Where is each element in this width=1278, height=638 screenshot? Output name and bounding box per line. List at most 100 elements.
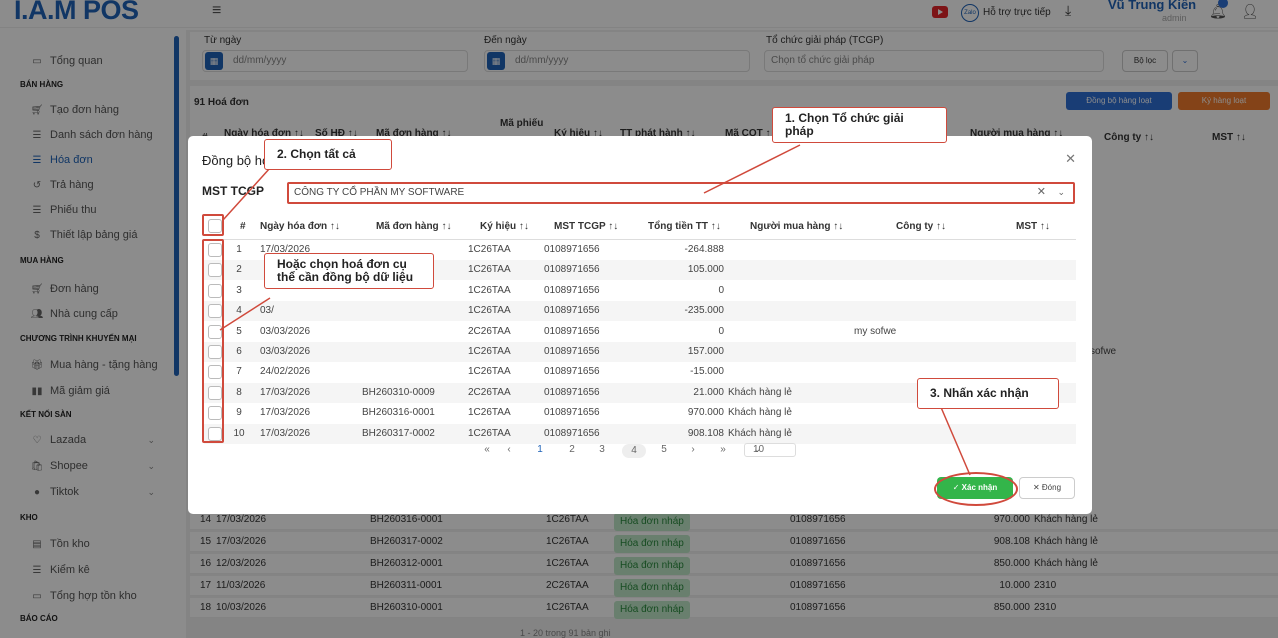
youtube-icon[interactable] — [932, 6, 948, 18]
row-checkbox[interactable] — [208, 385, 222, 400]
table-row[interactable]: 15 17/03/2026 BH260317-0002 1C26TAA Hóa đơn … — [190, 532, 1278, 553]
table-row[interactable]: 3 1C26TAA 0108971656 0 — [204, 281, 1076, 301]
clear-icon[interactable]: ✕ — [1036, 186, 1046, 198]
sidebar-section-stock: KHO — [20, 513, 38, 522]
bg-header[interactable]: Công ty ↑↓ — [1104, 132, 1154, 143]
header-mst[interactable]: MST ↑↓ — [1016, 221, 1050, 232]
bg-header[interactable]: TT phát hành ↑↓ — [620, 128, 696, 139]
bg-header[interactable]: Mã đơn hàng ↑↓ — [376, 128, 452, 139]
table-row[interactable]: 16 12/03/2026 BH260312-0001 1C26TAA Hóa đơn … — [190, 554, 1278, 575]
pager-first[interactable]: « — [484, 444, 490, 455]
select-all-checkbox[interactable] — [208, 219, 222, 233]
sidebar-item-receipts[interactable]: ☰ Phiếu thu — [30, 201, 175, 219]
bg-header[interactable]: Mã CQT ↑↓ — [725, 128, 776, 139]
calendar-icon[interactable]: ▦ — [487, 52, 505, 70]
sidebar-item-stock-summary[interactable]: ▭ Tổng hợp tồn kho — [30, 587, 175, 605]
bg-header[interactable]: Mã phiếu — [500, 118, 544, 129]
sidebar-item-price-setup[interactable]: $ Thiết lập bảng giá — [30, 226, 175, 244]
chevron-down-icon[interactable]: ⌄ — [1057, 187, 1065, 197]
pager-page-1[interactable]: 1 — [537, 444, 543, 455]
sidebar-scrollbar[interactable] — [174, 36, 179, 376]
sidebar-item-inventory[interactable]: ▤ Tồn kho — [30, 535, 175, 553]
row-checkbox[interactable] — [208, 406, 222, 421]
pager-page-5[interactable]: 5 — [661, 444, 667, 455]
download-icon[interactable]: ⤓ — [1065, 2, 1072, 18]
sidebar-item-create-order[interactable]: 🛒︎ Tạo đơn hàng — [30, 101, 175, 119]
bg-header[interactable]: Số HĐ ↑↓ — [315, 128, 358, 139]
bg-header[interactable]: Người mua hàng ↑↓ — [970, 128, 1064, 139]
sidebar-item-stocktake[interactable]: ☰ Kiểm kê — [30, 561, 175, 579]
row-checkbox[interactable] — [208, 365, 222, 380]
sidebar-item-invoice[interactable]: ☰ Hóa đơn — [30, 151, 175, 169]
sidebar-item-order-list[interactable]: ☰ Danh sách đơn hàng — [30, 126, 175, 144]
sidebar-item-returns[interactable]: ↺ Trả hàng — [30, 176, 175, 194]
menu-icon[interactable]: ≡ — [212, 2, 222, 19]
sidebar-item-supplier[interactable]: 👥︎ Nhà cung cấp — [30, 305, 175, 323]
from-date-input[interactable]: dd/mm/yyyy — [202, 50, 468, 72]
table-row[interactable]: 18 10/03/2026 BH260310-0001 1C26TAA Hóa đơn … — [190, 598, 1278, 619]
org-select[interactable]: Chọn tổ chức giải pháp — [764, 50, 1104, 72]
cell-total: 970.000 — [687, 407, 724, 419]
sidebar-item-label: Tổng quan — [50, 55, 103, 67]
cell-mst: 0108971656 — [544, 264, 600, 276]
sidebar-item-discount-code[interactable]: ▮▮ Mã giảm giá — [30, 382, 175, 400]
table-row[interactable]: 9 17/03/2026 BH260316-0001 1C26TAA 010897165… — [204, 403, 1076, 423]
to-date-input[interactable]: dd/mm/yyyy — [484, 50, 750, 72]
bg-header[interactable]: MST ↑↓ — [1212, 132, 1246, 143]
app-logo[interactable]: I.A.M POS — [14, 0, 139, 25]
zalo-icon[interactable]: Zalo — [961, 4, 979, 22]
sidebar-item-lazada[interactable]: ♡ Lazada ⌄ — [30, 431, 175, 449]
header-order-code[interactable]: Mã đơn hàng ↑↓ — [376, 221, 452, 232]
support-link[interactable]: Hỗ trợ trực tiếp — [983, 7, 1051, 18]
table-row[interactable]: 7 24/02/2026 1C26TAA 0108971656 -15.000 — [204, 362, 1076, 382]
page-size-select[interactable]: 10 ⌄ — [744, 443, 796, 457]
row-checkbox[interactable] — [208, 426, 222, 441]
user-name[interactable]: Vũ Trung Kiên — [1108, 0, 1197, 12]
header-date[interactable]: Ngày hóa đơn ↑↓ — [260, 221, 340, 232]
row-checkbox[interactable] — [208, 263, 222, 278]
row-checkbox[interactable] — [208, 243, 222, 257]
sidebar-item-tiktok[interactable]: ● Tiktok ⌄ — [30, 483, 175, 501]
close-icon[interactable]: ✕ — [1065, 151, 1076, 166]
sidebar-item-buy-gift[interactable]: 🎁︎ Mua hàng - tặng hàng — [30, 356, 175, 374]
filter-button[interactable]: Bộ lọc — [1122, 50, 1168, 72]
sidebar-item-shopee[interactable]: 🛍︎ Shopee ⌄ — [30, 457, 175, 475]
filter-chevron-button[interactable]: ⌄ — [1172, 50, 1198, 72]
header-company[interactable]: Công ty ↑↓ — [896, 221, 946, 232]
row-checkbox[interactable] — [208, 345, 222, 359]
table-row[interactable]: 4 03/1C26TAA 0108971656 -235.000 — [204, 301, 1076, 322]
row-checkbox[interactable] — [208, 283, 222, 298]
bg-header[interactable]: Ký hiệu ↑↓ — [554, 128, 603, 139]
sidebar-item-po[interactable]: 🛒︎ Đơn hàng — [30, 280, 175, 298]
bg-header[interactable]: Ngày hóa đơn ↑↓ — [224, 128, 304, 139]
calendar-icon[interactable]: ▦ — [205, 52, 223, 70]
pager-page-3[interactable]: 3 — [599, 444, 605, 455]
table-row[interactable]: 5 03/03/2026 2C26TAA 0108971656 0 my sofwe — [204, 322, 1076, 342]
sync-bulk-button[interactable]: Đồng bộ hàng loạt — [1066, 92, 1172, 110]
pager-last[interactable]: » — [720, 444, 726, 455]
table-row[interactable]: 14 17/03/2026 BH260316-0001 1C26TAA Hóa đơn … — [190, 510, 1278, 531]
user-icon[interactable]: 👤︎ — [1241, 3, 1259, 19]
row-checkbox[interactable] — [208, 324, 222, 339]
table-row[interactable]: 17 11/03/2026 BH260311-0001 2C26TAA Hóa đơn … — [190, 576, 1278, 597]
header-buyer[interactable]: Người mua hàng ↑↓ — [750, 221, 844, 232]
pager-prev[interactable]: ‹ — [507, 444, 511, 455]
cell-n: 4 — [236, 305, 242, 317]
table-row[interactable]: 8 17/03/2026 BH260310-0009 2C26TAA 010897165… — [204, 382, 1076, 403]
header-symbol[interactable]: Ký hiệu ↑↓ — [480, 221, 529, 232]
sidebar-item-overview[interactable]: ▭ Tổng quan — [30, 52, 175, 70]
row-buyer: Khách hàng lẻ — [1034, 514, 1098, 525]
header-mst-tcgp[interactable]: MST TCGP ↑↓ — [554, 221, 619, 232]
close-button[interactable]: ✕ Đóng — [1019, 477, 1075, 499]
pager-next[interactable]: › — [691, 444, 695, 455]
sign-bulk-button[interactable]: Ký hàng loạt — [1178, 92, 1270, 110]
pager-page-4[interactable]: 4 — [622, 444, 646, 458]
header-total[interactable]: Tổng tiền TT ↑↓ — [648, 221, 721, 232]
table-row[interactable]: 1 17/03/2026 1C26TAA 0108971656 -264.888 — [204, 240, 1076, 260]
row-total: 10.000 — [999, 580, 1030, 591]
table-row[interactable]: 10 17/03/2026 BH260317-0002 1C26TAA 01089716… — [204, 423, 1076, 444]
cell-total: 908.108 — [687, 427, 724, 439]
row-checkbox[interactable] — [208, 304, 222, 319]
table-row[interactable]: 6 03/03/2026 1C26TAA 0108971656 157.000 — [204, 342, 1076, 362]
pager-page-2[interactable]: 2 — [569, 444, 575, 455]
